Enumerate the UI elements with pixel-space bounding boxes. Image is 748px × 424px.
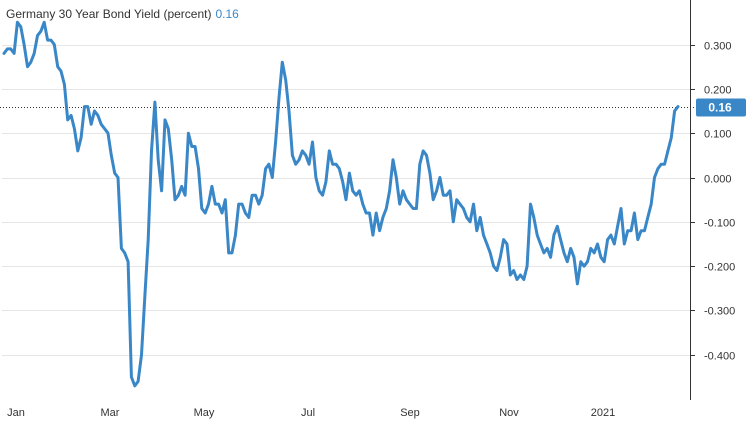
x-tick-label: Nov: [499, 407, 519, 419]
y-tick-label: 0.100: [704, 129, 732, 141]
chart-axis: [690, 0, 695, 400]
chart-series: [2, 20, 680, 388]
x-tick-label: 2021: [591, 407, 615, 419]
y-tick-label: -0.300: [704, 306, 735, 318]
x-tick-label: Sep: [400, 407, 420, 419]
chart-title: Germany 30 Year Bond Yield (percent) 0.16: [6, 7, 239, 21]
last-value-badge-text: 0.16: [708, 101, 732, 115]
x-axis-labels: Jan Mar May Jul Sep Nov 2021: [7, 407, 615, 419]
y-axis-labels: -0.400 -0.300 -0.200 -0.100 0.000 0.100 0.200 0…: [704, 41, 735, 363]
chart-title-text: Germany 30 Year Bond Yield (percent): [6, 7, 212, 21]
y-tick-label: 0.200: [704, 85, 732, 97]
y-tick-label: 0.000: [704, 174, 732, 186]
y-tick-label: 0.300: [704, 41, 732, 53]
x-tick-label: May: [194, 407, 215, 419]
y-tick-label: -0.200: [704, 262, 735, 274]
x-tick-label: Jan: [7, 407, 25, 419]
series-line: [2, 20, 680, 388]
last-value-badge: 0.16: [696, 98, 746, 117]
y-tick-label: -0.100: [704, 218, 735, 230]
x-tick-label: Mar: [101, 407, 120, 419]
y-tick-label: -0.400: [704, 351, 735, 363]
chart-title-last-value: 0.16: [215, 7, 239, 21]
last-value-badge-box: [696, 98, 746, 117]
x-tick-label: Jul: [301, 407, 315, 419]
